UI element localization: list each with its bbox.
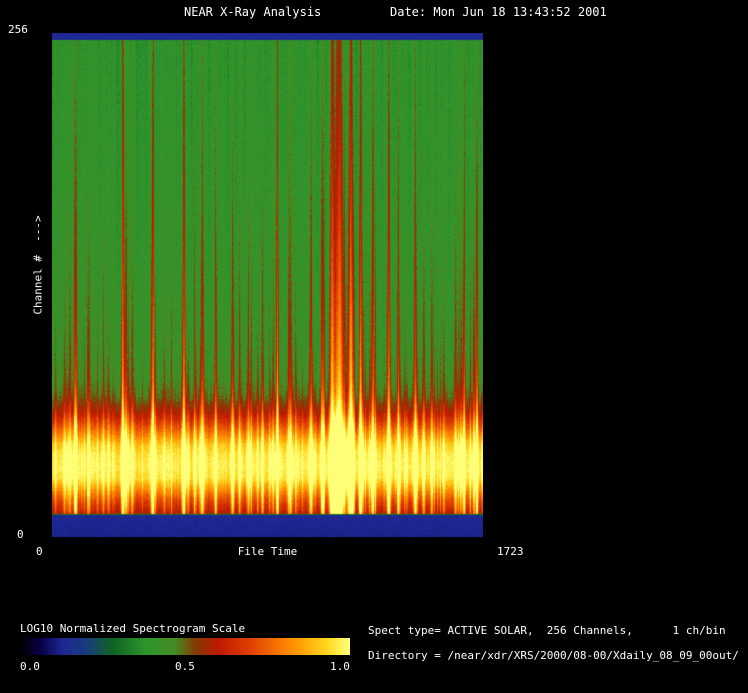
header-date: Date: Mon Jun 18 13:43:52 2001 xyxy=(390,5,607,19)
colorbar-tick-max: 1.0 xyxy=(330,660,350,673)
x-axis-label: File Time xyxy=(237,545,298,558)
spect-type-text: Spect type= ACTIVE SOLAR, 256 Channels, … xyxy=(368,624,726,637)
spectrogram-canvas xyxy=(52,33,483,537)
colorbar-tick-mid: 0.5 xyxy=(175,660,195,673)
x-axis-tick-min: 0 xyxy=(36,545,43,558)
y-axis-tick-max: 256 xyxy=(8,23,28,36)
y-axis-label: Channel # ---> xyxy=(31,215,45,315)
colorbar-title: LOG10 Normalized Spectrogram Scale xyxy=(20,622,246,635)
y-axis-tick-min: 0 xyxy=(17,528,24,541)
x-axis-tick-max: 1723 xyxy=(497,545,524,558)
colorbar-tick-min: 0.0 xyxy=(20,660,40,673)
colorbar-canvas xyxy=(20,638,350,655)
directory-text: Directory = /near/xdr/XRS/2000/08-00/Xda… xyxy=(368,649,739,662)
page-title: NEAR X-Ray Analysis xyxy=(184,5,322,19)
